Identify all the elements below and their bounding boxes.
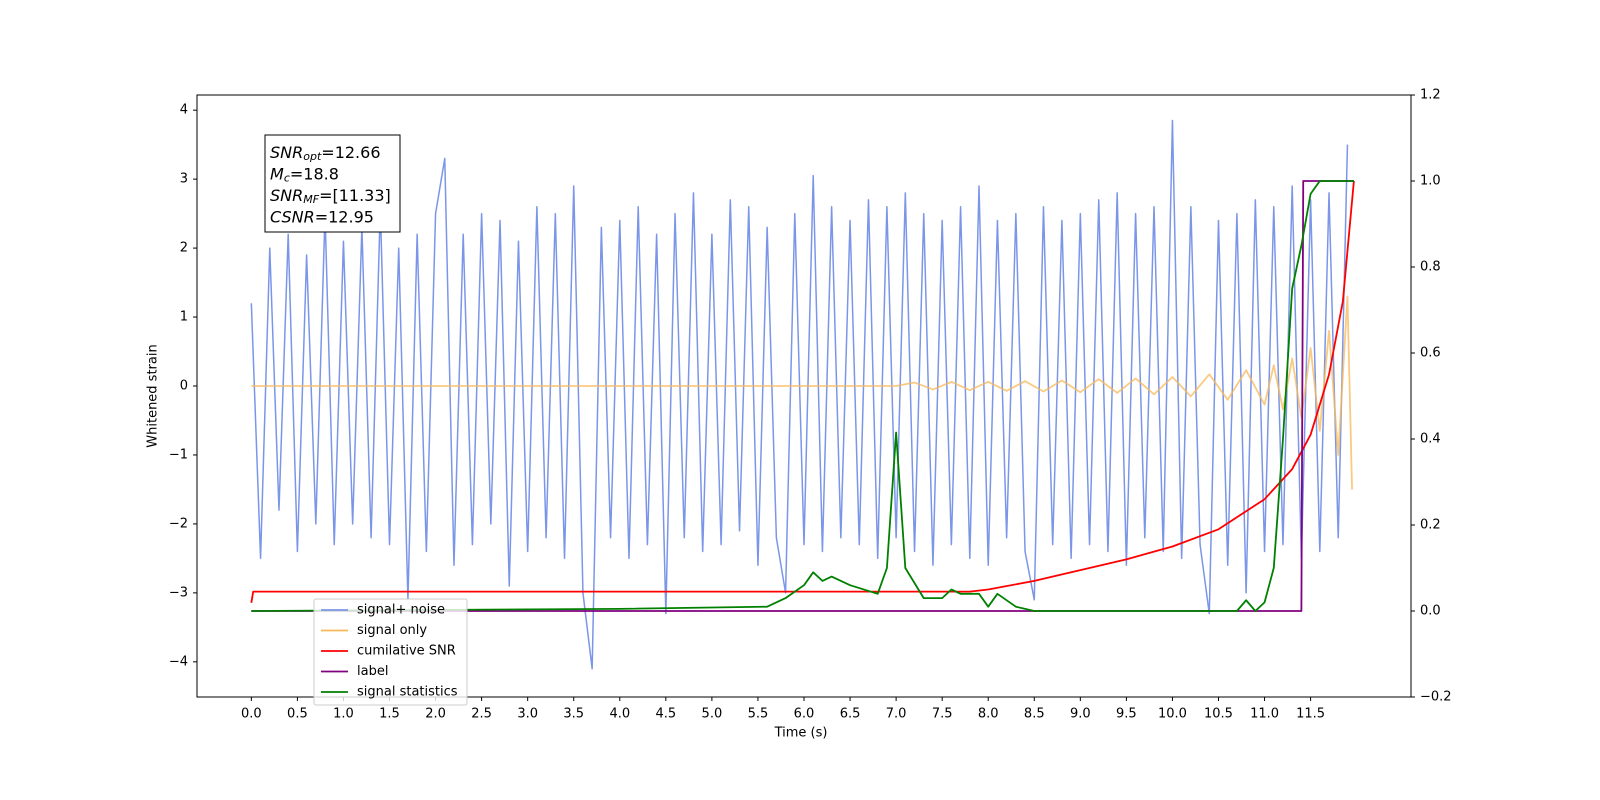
x-tick-label: 10.5	[1204, 707, 1233, 722]
y2-tick-label: 1.2	[1420, 88, 1441, 103]
legend-label: cumilative SNR	[357, 644, 456, 659]
series-line	[250, 119, 1349, 670]
y2-tick-label: 0.6	[1420, 346, 1441, 361]
x-tick-label: 2.0	[425, 707, 446, 722]
legend-label: signal statistics	[357, 685, 458, 700]
series-line	[250, 180, 1355, 603]
annotation-subscript: MF	[303, 193, 319, 206]
legend-label: signal+ noise	[357, 603, 445, 618]
x-tick-label: 9.0	[1070, 707, 1091, 722]
annotation-line: Mc=18.8	[270, 164, 339, 185]
annotation-line: SNRopt=12.66	[270, 143, 381, 164]
y-tick-label: 2	[180, 241, 188, 256]
x-tick-label: 6.0	[794, 707, 815, 722]
x-tick-label: 7.5	[932, 707, 953, 722]
annotation-line: CSNR=12.95	[270, 207, 374, 226]
x-tick-label: 4.0	[609, 707, 630, 722]
annotation-symbol: SNR	[270, 186, 303, 205]
y-tick-label: −3	[169, 585, 188, 600]
y-tick-label: 1	[180, 310, 188, 325]
legend-label: label	[357, 664, 388, 679]
x-tick-label: 0.0	[241, 707, 262, 722]
y-tick-label: −2	[169, 516, 188, 531]
x-tick-label: 0.5	[287, 707, 308, 722]
annotation-subscript: opt	[303, 150, 322, 163]
y-axis-label: Whitened strain	[146, 344, 161, 447]
annotation-box	[264, 134, 401, 233]
x-tick-label: 5.5	[748, 707, 769, 722]
annotation-subscript: c	[284, 172, 290, 185]
annotation-text: =12.95	[315, 207, 374, 226]
legend-label: signal only	[357, 623, 427, 638]
x-tick-label: 6.5	[840, 707, 861, 722]
x-tick-label: 2.5	[471, 707, 492, 722]
x-tick-label: 11.0	[1250, 707, 1279, 722]
annotation-text: =12.66	[321, 143, 380, 162]
annotation-text: =[11.33]	[319, 186, 391, 205]
x-tick-label: 8.0	[978, 707, 999, 722]
annotation-line: SNRMF=[11.33]	[270, 186, 391, 207]
y-tick-label: 4	[180, 103, 188, 118]
series-line	[251, 180, 1354, 612]
y2-tick-label: 0.0	[1420, 604, 1441, 619]
x-tick-label: 3.5	[563, 707, 584, 722]
y-tick-label: −1	[169, 447, 188, 462]
y2-tick-label: 1.0	[1420, 174, 1441, 189]
x-tick-label: 10.0	[1158, 707, 1187, 722]
x-tick-label: 9.5	[1116, 707, 1137, 722]
x-axis-label: Time (s)	[774, 726, 828, 741]
y2-tick-label: 0.2	[1420, 518, 1441, 533]
x-tick-label: 1.5	[379, 707, 400, 722]
y2-tick-label: 0.8	[1420, 260, 1441, 275]
x-tick-label: 7.0	[886, 707, 907, 722]
x-tick-label: 3.0	[517, 707, 538, 722]
x-tick-label: 11.5	[1296, 707, 1325, 722]
legend-box	[313, 598, 468, 706]
annotation-text: =18.8	[290, 164, 339, 183]
annotation-symbol: SNR	[270, 143, 303, 162]
annotation-symbol: CSNR	[270, 207, 315, 226]
y2-tick-label: −0.2	[1420, 690, 1452, 705]
x-tick-label: 4.5	[655, 707, 676, 722]
series-line	[251, 295, 1353, 490]
x-tick-label: 8.5	[1024, 707, 1045, 722]
annotation-symbol: M	[270, 164, 284, 183]
y-tick-label: 3	[180, 172, 188, 187]
y-tick-label: −4	[169, 654, 188, 669]
y2-tick-label: 0.4	[1420, 432, 1441, 447]
x-tick-label: 5.0	[702, 707, 723, 722]
x-tick-label: 1.0	[333, 707, 354, 722]
y-tick-label: 0	[180, 379, 188, 394]
